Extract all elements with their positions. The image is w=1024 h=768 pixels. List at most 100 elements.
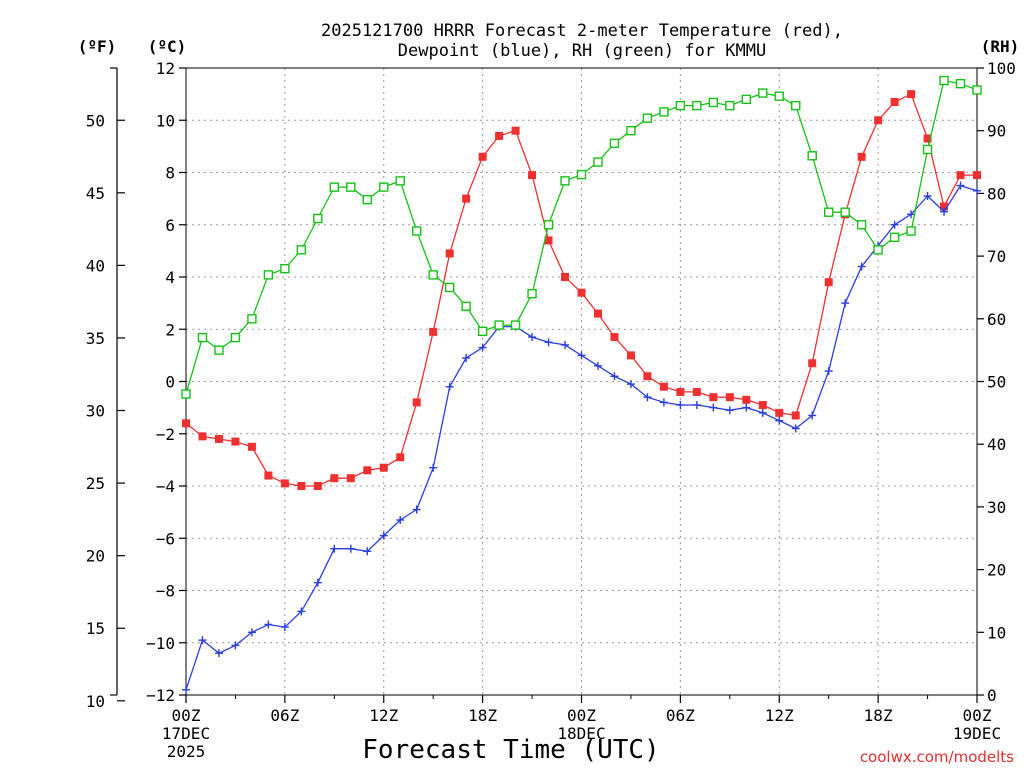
rh-series [181, 75, 982, 399]
temperature-point [330, 474, 339, 483]
rh-point [873, 245, 883, 255]
temperature-point [676, 387, 685, 396]
dewpoint-point [297, 607, 306, 616]
temperature-point [659, 382, 668, 391]
temperature-point [923, 134, 932, 143]
rh-tick-label: 80 [987, 184, 1006, 203]
dewpoint-point [890, 220, 899, 229]
temperature-point [775, 408, 784, 417]
x-tick-label: 06Z [270, 706, 299, 725]
dewpoint-point [478, 343, 487, 352]
rh-point [708, 97, 719, 108]
temperature-point [445, 249, 454, 258]
fahrenheit-tick-label: 15 [86, 619, 105, 638]
rh-point [807, 151, 817, 161]
temperature-point [709, 393, 718, 402]
rh-tick-label: 10 [987, 623, 1006, 642]
x-tick-label: 18Z [468, 706, 497, 725]
rh-point [692, 100, 702, 111]
rh-point [543, 220, 554, 230]
fahrenheit-axis: 10 15 20 25 30 35 40 45 50 [86, 67, 125, 711]
temperature-point [626, 351, 635, 360]
temperature-point [429, 327, 438, 336]
x-tick-label: 2025 [167, 742, 206, 761]
rh-point [791, 100, 801, 111]
rh-point [412, 226, 422, 236]
rh-point [889, 232, 900, 242]
fahrenheit-tick-label: 20 [86, 547, 105, 566]
rh-point [395, 176, 405, 186]
temperature-point [247, 442, 256, 451]
rh-point [362, 194, 372, 205]
dewpoint-point [577, 351, 586, 360]
temperature-point [280, 479, 289, 488]
rh-point [955, 78, 966, 89]
rh-point [626, 125, 636, 136]
temperature-point [643, 372, 652, 381]
temperature-point [495, 131, 504, 140]
rh-point [939, 75, 949, 86]
credit-text: coolwx.com/modelts [860, 748, 1014, 766]
x-tick-label: 17DEC [162, 724, 210, 743]
dewpoint-point [758, 408, 767, 417]
temperature-point [346, 474, 355, 483]
temperature-point [940, 202, 949, 211]
x-axis-title: Forecast Time (UTC) [362, 735, 659, 765]
rh-point [329, 182, 340, 192]
temperature-point [412, 398, 421, 407]
celsius-unit-label: (ºC) [148, 37, 187, 56]
dewpoint-point [907, 210, 916, 219]
temperature-point [956, 171, 965, 180]
rh-point [758, 88, 768, 98]
rh-point [477, 326, 488, 337]
x-tick-label: 06Z [666, 706, 695, 725]
temperature-point [973, 171, 981, 180]
rh-tick-label: 90 [987, 122, 1006, 141]
dewpoint-point [363, 547, 372, 556]
dewpoint-point [561, 340, 570, 349]
dewpoint-point [626, 380, 635, 389]
dewpoint-point [610, 372, 619, 381]
rh-tick-label: 40 [987, 435, 1006, 454]
dewpoint-point [280, 623, 289, 632]
dewpoint-point [725, 406, 734, 415]
celsius-tick-label: −8 [156, 582, 175, 601]
dewpoint-point [775, 416, 784, 425]
celsius-tick-label: 4 [165, 268, 175, 287]
rh-point [527, 289, 537, 299]
x-tick-label: 00Z [172, 706, 201, 725]
dewpoint-point [593, 361, 602, 370]
title-line-2: Dewpoint (blue), RH (green) for KMMU [398, 41, 766, 61]
rh-point [741, 94, 751, 105]
rh-point [675, 100, 686, 111]
dewpoint-point [923, 192, 932, 201]
dewpoint-point [462, 353, 471, 362]
temperature-point [725, 393, 734, 402]
celsius-tick-label: −4 [156, 477, 175, 496]
rh-point [197, 332, 208, 343]
dewpoint-point [940, 207, 949, 216]
dewpoint-point [264, 620, 273, 629]
rh-point [379, 182, 389, 192]
temperature-point [182, 419, 190, 428]
temperature-point [610, 333, 619, 342]
dewpoint-series [182, 181, 981, 694]
dewpoint-point [330, 544, 339, 553]
rh-point [247, 314, 257, 324]
dewpoint-point [676, 401, 685, 410]
rh-point [214, 345, 224, 355]
temperature-point [692, 387, 701, 396]
temperature-point [561, 273, 570, 281]
temperature-point [198, 432, 207, 441]
temperature-point [577, 288, 586, 297]
temperature-point [890, 97, 899, 106]
rh-tick-label: 70 [987, 247, 1006, 266]
fahrenheit-tick-label: 35 [86, 329, 105, 348]
temperature-point [824, 278, 833, 287]
rh-tick-label: 0 [987, 686, 997, 705]
rh-point [856, 220, 867, 230]
temperature-point [528, 171, 537, 180]
rh-point [346, 182, 356, 192]
rh-point [725, 100, 735, 111]
fahrenheit-tick-label: 30 [86, 402, 105, 421]
